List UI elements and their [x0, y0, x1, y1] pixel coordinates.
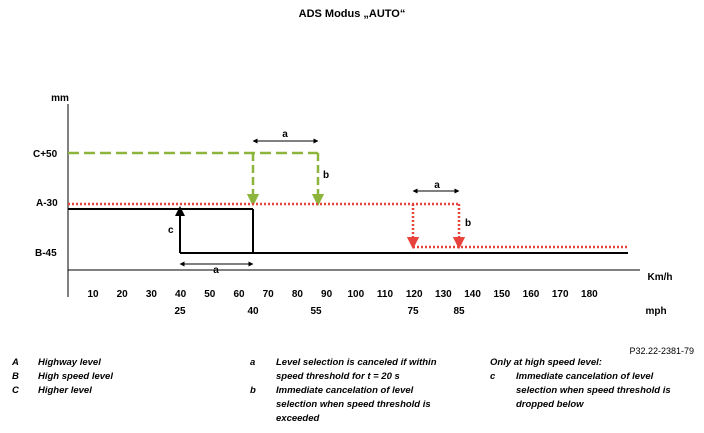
kmh-tick-label: 130	[435, 289, 452, 300]
kmh-tick-label: 20	[117, 289, 129, 300]
legend-thresholds: a Level selection is canceled if within s…	[250, 356, 450, 426]
legend-key: A	[12, 357, 19, 368]
legend-high-speed: Only at high speed level: c Immediate can…	[490, 356, 690, 412]
level-label-c: C+50	[33, 149, 58, 160]
kmh-tick-label: 60	[233, 289, 245, 300]
kmh-tick-label: 180	[581, 289, 598, 300]
mph-tick-label: 25	[174, 306, 186, 317]
annotation-c: c	[168, 225, 174, 236]
legend-item: c Immediate cancelation of level selectio…	[490, 370, 690, 412]
level-label-b: B-45	[35, 248, 57, 259]
annotation-a-top: a	[282, 129, 288, 140]
annotation-b-green: b	[323, 170, 329, 181]
speed-level-diagram: mm Km/h mph C+50 A-30 B-45 10 20 30 40 50 60 7…	[33, 93, 673, 317]
kmh-tick-label: 110	[377, 289, 394, 300]
figure-reference: P32.22-2381-79	[629, 346, 694, 356]
kmh-tick-label: 150	[493, 289, 510, 300]
annotation-b-red: b	[465, 218, 471, 229]
mph-tick-label: 75	[407, 306, 419, 317]
legend-text: Higher level	[38, 385, 92, 396]
kmh-tick-label: 170	[552, 289, 569, 300]
kmh-tick-labels: 10 20 30 40 50 60 70 80 90 100 110 120 130 140 150 160 1…	[87, 289, 598, 300]
legend-key: B	[12, 371, 19, 382]
legend-levels: A Highway level B High speed level C Higher…	[12, 356, 232, 398]
legend-key: c	[490, 371, 496, 382]
level-label-a: A-30	[36, 198, 58, 209]
legend-key: C	[12, 385, 19, 396]
legend-text: High speed level	[38, 371, 113, 382]
kmh-tick-label: 70	[263, 289, 275, 300]
kmh-tick-label: 40	[175, 289, 187, 300]
legend-item: a Level selection is canceled if within s…	[250, 356, 450, 384]
kmh-tick-label: 80	[292, 289, 304, 300]
kmh-tick-label: 50	[204, 289, 216, 300]
mph-tick-label: 55	[310, 306, 322, 317]
x-axis-label: Km/h	[648, 272, 673, 283]
legend-text: Immediate cancelation of level selection…	[276, 385, 431, 424]
annotation-a-bottom: a	[213, 265, 219, 276]
kmh-tick-label: 90	[321, 289, 333, 300]
kmh-tick-label: 160	[523, 289, 540, 300]
legend-text: Level selection is canceled if within sp…	[276, 357, 437, 382]
mph-tick-label: 40	[247, 306, 259, 317]
annotation-a-right: a	[434, 180, 440, 191]
mph-tick-labels: 25 40 55 75 85	[174, 306, 465, 317]
legend-heading: Only at high speed level:	[490, 357, 602, 368]
legend-item: b Immediate cancelation of level selectio…	[250, 384, 450, 426]
kmh-tick-label: 120	[406, 289, 423, 300]
mph-label: mph	[645, 306, 666, 317]
legend-item: C Higher level	[12, 384, 232, 398]
kmh-tick-label: 100	[347, 289, 364, 300]
legend-key: a	[250, 357, 256, 368]
legend-item: A Highway level	[12, 356, 232, 370]
legend-item: B High speed level	[12, 370, 232, 384]
kmh-tick-label: 10	[87, 289, 99, 300]
legend-text: Highway level	[38, 357, 101, 368]
mph-tick-label: 85	[453, 306, 465, 317]
kmh-tick-label: 30	[146, 289, 158, 300]
legend-key: b	[250, 385, 256, 396]
diagram-title: ADS Modus „AUTO“	[298, 8, 406, 20]
kmh-tick-label: 140	[464, 289, 481, 300]
y-axis-label: mm	[51, 93, 69, 104]
legend-text: Immediate cancelation of level selection…	[516, 371, 671, 410]
